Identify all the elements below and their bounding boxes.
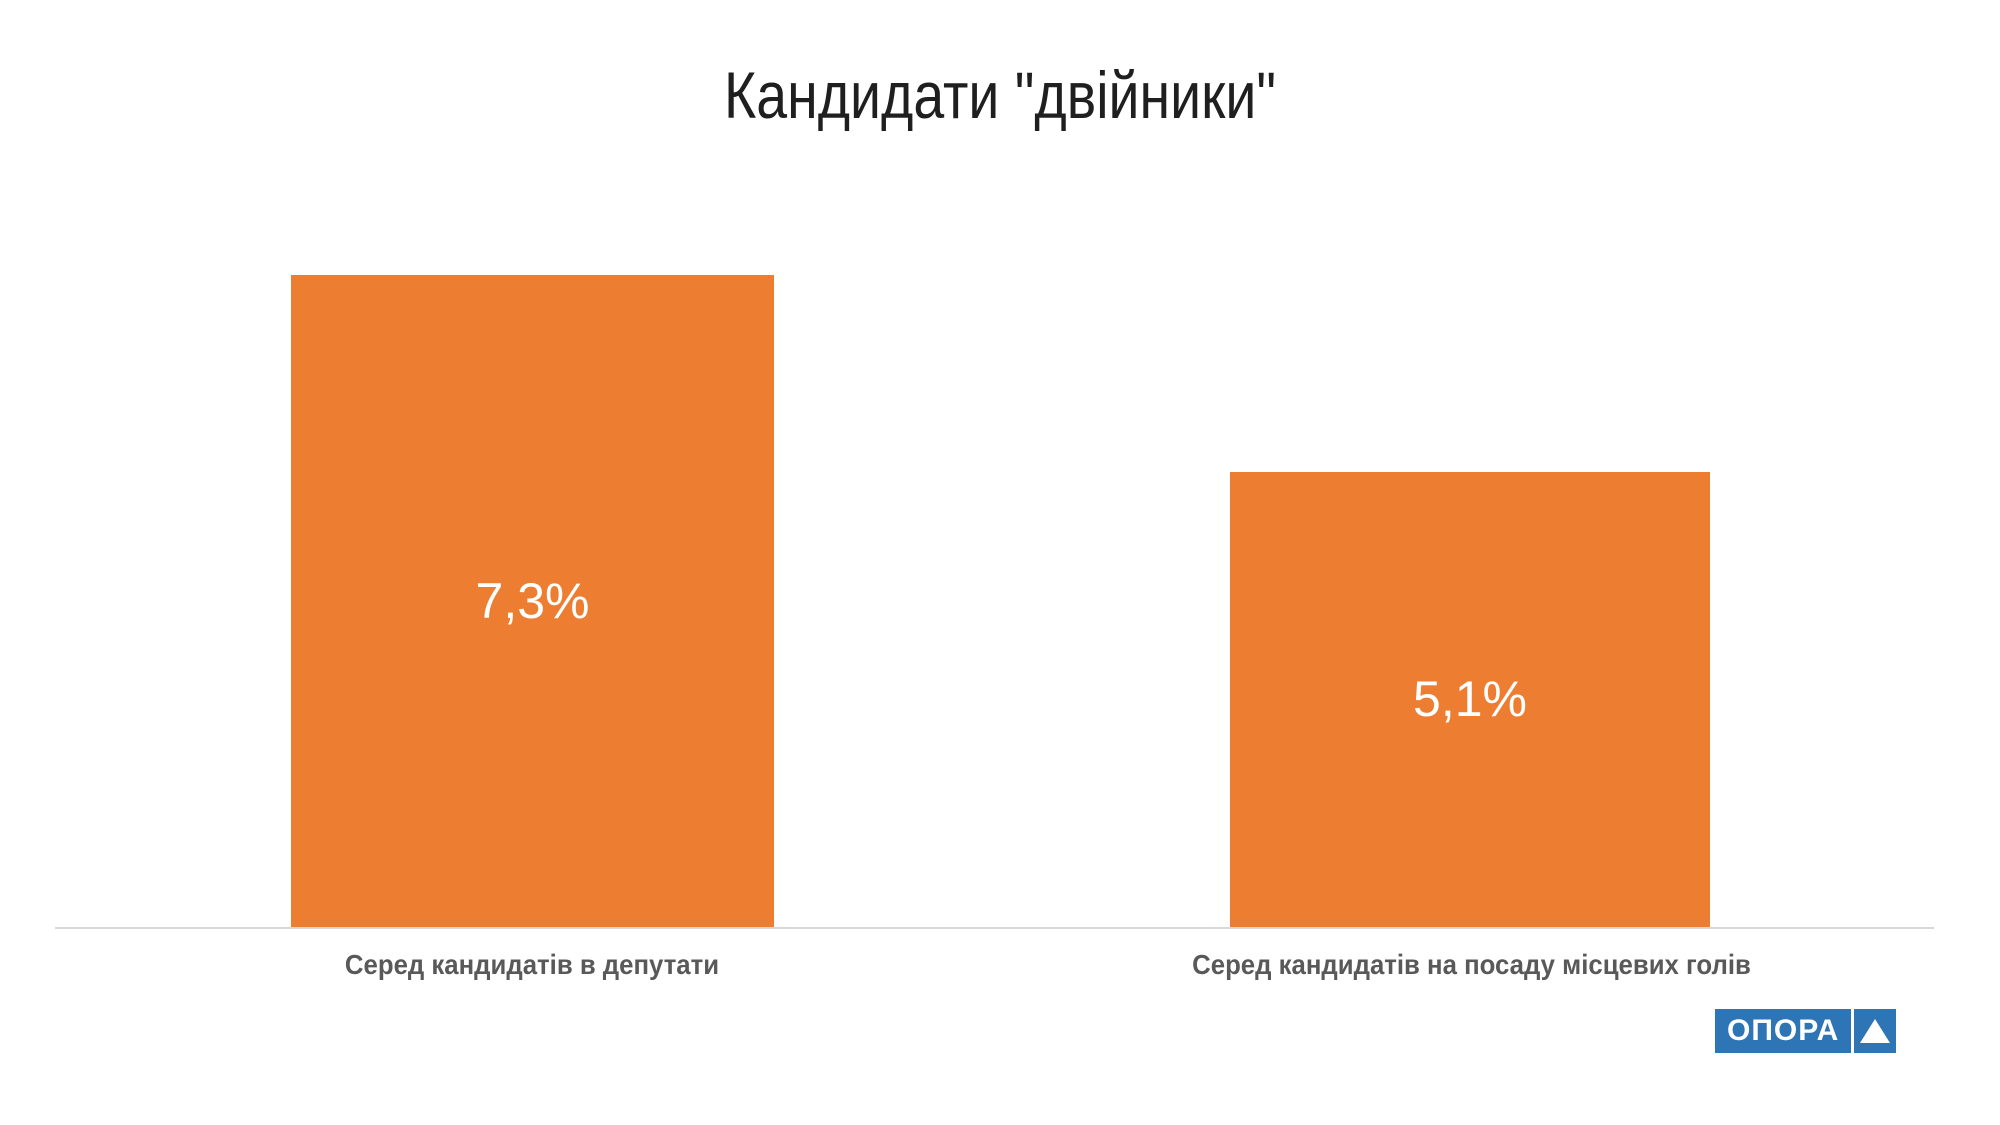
logo-icon-box	[1854, 1009, 1897, 1053]
bar-slot-deputies: 7,3%	[291, 213, 774, 927]
bar-mayors: 5,1%	[1230, 471, 1710, 927]
opora-logo: ОПОРА	[1715, 1009, 1897, 1053]
logo-divider	[1851, 1009, 1855, 1053]
bar-slot-mayors: 5,1%	[1230, 213, 1710, 927]
opora-logo-text: ОПОРА	[1715, 1009, 1852, 1053]
category-label-mayors: Серед кандидатів на посаду місцевих голі…	[1192, 949, 1751, 980]
category-label-deputies: Серед кандидатів в депутати	[344, 949, 720, 980]
triangle-up-icon	[1860, 1019, 1891, 1043]
plot-area: 7,3% 5,1%	[55, 213, 1934, 929]
data-label-deputies: 7,3%	[475, 573, 590, 630]
category-axis: Серед кандидатів в депутати Серед кандид…	[55, 948, 1934, 988]
x-axis-line	[55, 927, 1934, 929]
bar-deputies: 7,3%	[291, 275, 774, 927]
data-label-mayors: 5,1%	[1413, 671, 1527, 728]
chart-title: Кандидати "двійники"	[723, 58, 1277, 132]
